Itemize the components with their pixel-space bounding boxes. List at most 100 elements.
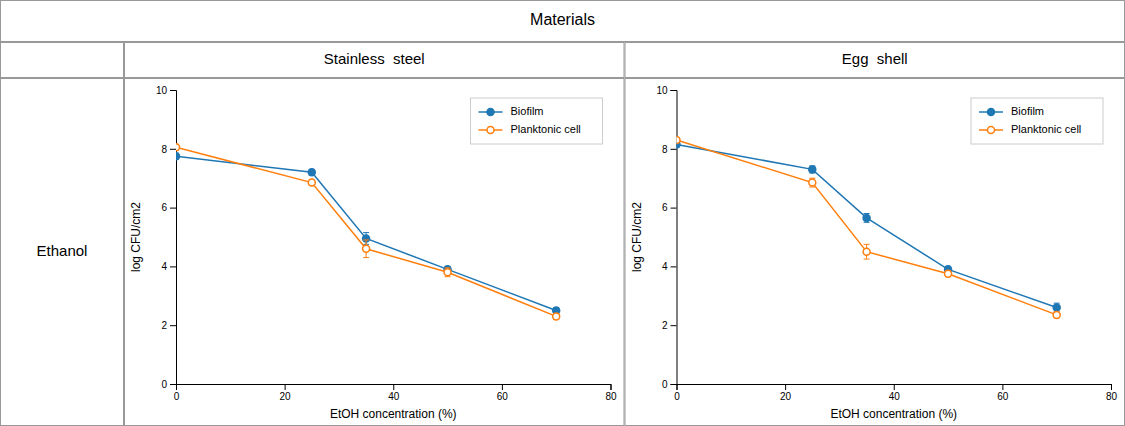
tick: 0 <box>662 379 677 390</box>
tick: 80 <box>605 384 617 402</box>
legend-box <box>471 98 603 144</box>
tick-mark <box>502 384 503 390</box>
tick: 20 <box>280 384 292 402</box>
tick-mark <box>170 325 176 326</box>
error-cap <box>363 257 369 258</box>
error-bar <box>864 213 870 222</box>
tick-label: 8 <box>161 144 167 155</box>
y-axis-title: log CFU/cm2 <box>630 202 644 272</box>
series-line <box>176 147 556 316</box>
tick-label: 2 <box>662 320 668 331</box>
legend-item: Planktonic cell <box>979 123 1081 135</box>
error-bar <box>945 271 951 277</box>
error-cap <box>864 244 870 245</box>
tick-label: 80 <box>605 391 617 402</box>
legend-item: Biofilm <box>479 105 544 117</box>
tick: 80 <box>1106 384 1118 402</box>
tick-label: 6 <box>662 202 668 213</box>
tick-mark <box>671 208 677 209</box>
point <box>176 153 180 160</box>
point <box>1053 304 1060 311</box>
tick: 40 <box>889 384 901 402</box>
tick-mark <box>170 90 176 91</box>
tick-mark <box>170 266 176 267</box>
legend-box <box>971 98 1103 144</box>
tick-mark <box>671 149 677 150</box>
point <box>945 270 952 277</box>
y-axis: 0246810 <box>156 85 177 390</box>
x-axis-title: EtOH concentration (%) <box>330 407 457 421</box>
point <box>176 144 180 151</box>
axis-line <box>677 385 1112 391</box>
error-cap <box>363 239 369 240</box>
error-bar <box>809 166 815 173</box>
plot-cell <box>625 79 1125 426</box>
point <box>553 313 560 320</box>
tick-label: 40 <box>889 391 901 402</box>
tick: 2 <box>161 320 176 331</box>
error-bar <box>809 178 815 187</box>
tick-label: 10 <box>656 85 668 96</box>
error-bar <box>363 240 369 258</box>
axis-line <box>671 91 678 385</box>
tick-label: 0 <box>674 391 680 402</box>
x-axis: 0 20 40 60 80 <box>174 384 617 402</box>
tick-label: 0 <box>662 379 668 390</box>
tick-label: 6 <box>161 202 167 213</box>
error-bar <box>445 268 451 277</box>
tick-mark <box>285 384 286 390</box>
tick-mark <box>170 208 176 209</box>
point <box>809 179 816 186</box>
tick: 10 <box>156 85 176 96</box>
point <box>863 248 870 255</box>
tick: 0 <box>174 384 180 402</box>
column-header: Stainless steel <box>324 50 425 67</box>
tick-mark <box>393 384 394 390</box>
error-bar <box>309 180 315 186</box>
error-bar <box>176 153 179 159</box>
error-bar <box>553 313 559 319</box>
tick: 10 <box>656 85 676 96</box>
tick: 60 <box>497 384 509 402</box>
legend-marker <box>988 127 995 134</box>
tick-mark <box>170 384 176 385</box>
series-line <box>677 144 1057 307</box>
tick-label: 60 <box>997 391 1009 402</box>
legend-marker <box>988 109 995 116</box>
chart-root: MaterialsStainless steelEgg shellEthanol… <box>0 0 1125 426</box>
tick: 6 <box>662 202 677 213</box>
tick-mark <box>671 90 677 91</box>
tick-mark <box>170 149 176 150</box>
point <box>363 245 370 252</box>
legend-label: Planktonic cell <box>1011 123 1081 135</box>
column-header: Egg shell <box>842 50 908 67</box>
x-axis: 0 20 40 60 80 <box>674 384 1117 402</box>
tick: 20 <box>780 384 792 402</box>
tick: 4 <box>662 261 677 272</box>
tick-mark <box>785 384 786 390</box>
point <box>308 169 315 176</box>
error-bar <box>1054 312 1060 318</box>
error-cap <box>363 232 369 233</box>
marks <box>176 144 560 320</box>
tick-label: 4 <box>662 261 668 272</box>
tick-mark <box>894 384 895 390</box>
point <box>863 214 870 221</box>
error-bar <box>1054 303 1060 312</box>
series-line <box>176 156 556 310</box>
legend-item: Planktonic cell <box>479 123 581 135</box>
legend-marker <box>487 109 494 116</box>
tick-label: 2 <box>161 320 167 331</box>
error-bar <box>309 169 315 175</box>
tick-label: 0 <box>161 379 167 390</box>
legend-label: Planktonic cell <box>511 123 581 135</box>
tick-mark <box>671 384 677 385</box>
x-axis-title: EtOH concentration (%) <box>830 407 957 421</box>
tick: 40 <box>388 384 400 402</box>
tick: 2 <box>662 320 677 331</box>
tick: 8 <box>161 144 176 155</box>
point <box>809 166 816 173</box>
tick-label: 80 <box>1106 391 1118 402</box>
tick-mark <box>671 266 677 267</box>
legend-label: Biofilm <box>1011 105 1044 117</box>
